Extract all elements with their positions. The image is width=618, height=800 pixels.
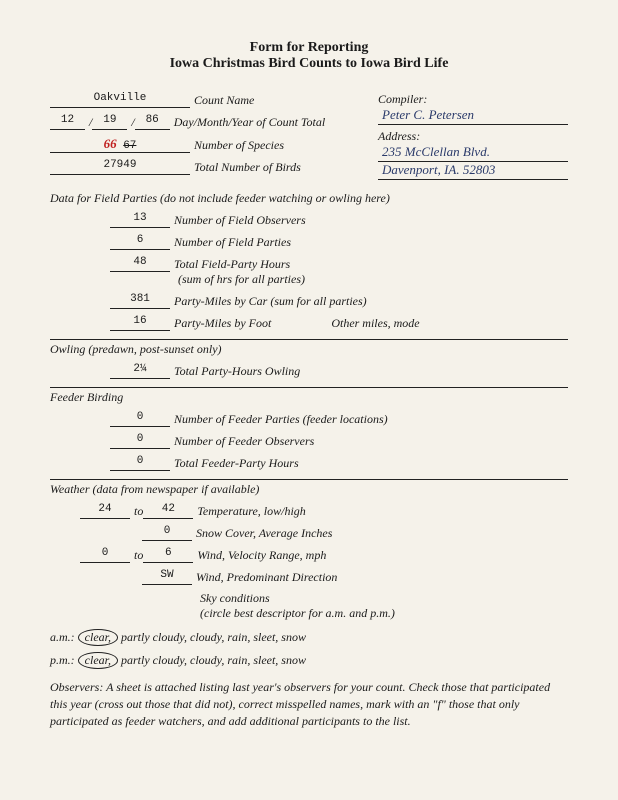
temp-low: 24 xyxy=(80,503,130,519)
feeder-observers-label: Number of Feeder Observers xyxy=(174,434,314,449)
total-birds-label: Total Number of Birds xyxy=(194,160,301,175)
field-hours-label: Total Field-Party Hours xyxy=(174,257,290,272)
wind-low: 0 xyxy=(80,547,130,563)
wind-dir-value: SW xyxy=(142,569,192,585)
date-label: Day/Month/Year of Count Total xyxy=(174,115,325,130)
form-header: Form for Reporting Iowa Christmas Bird C… xyxy=(50,40,568,72)
observers-label: Observers: xyxy=(50,680,103,694)
count-name-label: Count Name xyxy=(194,93,254,108)
address-label: Address: xyxy=(378,129,568,144)
foot-miles-value: 16 xyxy=(110,315,170,331)
feeder-hours-label: Total Feeder-Party Hours xyxy=(174,456,299,471)
title-line-1: Form for Reporting xyxy=(50,40,568,56)
sky-label: Sky conditions xyxy=(200,591,395,606)
temp-label: Temperature, low/high xyxy=(197,504,305,519)
feeder-heading: Feeder Birding xyxy=(50,387,568,405)
sky-sub: (circle best descriptor for a.m. and p.m… xyxy=(200,606,395,621)
wind-high: 6 xyxy=(143,547,193,563)
field-hours-sub: (sum of hrs for all parties) xyxy=(178,272,305,287)
feeder-observers-value: 0 xyxy=(110,433,170,449)
left-column: Oakville Count Name 12 / 19 / 86 Day/Mon… xyxy=(50,92,348,181)
car-miles-label: Party-Miles by Car (sum for all parties) xyxy=(174,294,367,309)
owling-hours-label: Total Party-Hours Owling xyxy=(174,364,300,379)
field-parties-block: 13 Number of Field Observers 6 Number of… xyxy=(50,212,568,331)
date-month: 19 xyxy=(92,114,127,130)
car-miles-value: 381 xyxy=(110,293,170,309)
address-line1: 235 McClellan Blvd. xyxy=(378,144,568,162)
address-line2: Davenport, IA. 52803 xyxy=(378,162,568,180)
observers-text: A sheet is attached listing last year's … xyxy=(50,680,550,728)
am-clear-circled: clear, xyxy=(78,629,118,646)
field-parties-label: Number of Field Parties xyxy=(174,235,291,250)
snow-value: 0 xyxy=(142,525,192,541)
feeder-hours-value: 0 xyxy=(110,455,170,471)
feeder-parties-value: 0 xyxy=(110,411,170,427)
field-observers-label: Number of Field Observers xyxy=(174,213,306,228)
am-prefix: a.m.: xyxy=(50,630,75,644)
feeder-parties-label: Number of Feeder Parties (feeder locatio… xyxy=(174,412,388,427)
species-value: 66 67 xyxy=(50,136,190,153)
other-miles-label: Other miles, mode xyxy=(331,316,419,331)
field-hours-value: 48 xyxy=(110,256,170,272)
count-name-value: Oakville xyxy=(50,92,190,108)
am-options: partly cloudy, cloudy, rain, sleet, snow xyxy=(121,630,306,644)
right-column: Compiler: Peter C. Petersen Address: 235… xyxy=(378,92,568,181)
total-birds-value: 27949 xyxy=(50,159,190,175)
date-year: 86 xyxy=(135,114,170,130)
temp-high: 42 xyxy=(143,503,193,519)
observers-paragraph: Observers: A sheet is attached listing l… xyxy=(50,679,568,729)
compiler-label: Compiler: xyxy=(378,92,568,107)
wind-dir-label: Wind, Predominant Direction xyxy=(196,570,337,585)
field-parties-value: 6 xyxy=(110,234,170,250)
top-section: Oakville Count Name 12 / 19 / 86 Day/Mon… xyxy=(50,92,568,181)
date-day: 12 xyxy=(50,114,85,130)
title-line-2: Iowa Christmas Bird Counts to Iowa Bird … xyxy=(50,56,568,72)
field-observers-value: 13 xyxy=(110,212,170,228)
compiler-value: Peter C. Petersen xyxy=(378,107,568,125)
wind-label: Wind, Velocity Range, mph xyxy=(197,548,326,563)
snow-label: Snow Cover, Average Inches xyxy=(196,526,332,541)
species-label: Number of Species xyxy=(194,138,284,153)
pm-prefix: p.m.: xyxy=(50,653,75,667)
owling-hours-value: 2¼ xyxy=(110,363,170,379)
pm-clear-circled: clear, xyxy=(78,652,118,669)
foot-miles-label: Party-Miles by Foot xyxy=(174,316,271,331)
weather-heading: Weather (data from newspaper if availabl… xyxy=(50,479,568,497)
owling-heading: Owling (predawn, post-sunset only) xyxy=(50,339,568,357)
pm-options: partly cloudy, cloudy, rain, sleet, snow xyxy=(121,653,306,667)
field-parties-heading: Data for Field Parties (do not include f… xyxy=(50,189,568,206)
